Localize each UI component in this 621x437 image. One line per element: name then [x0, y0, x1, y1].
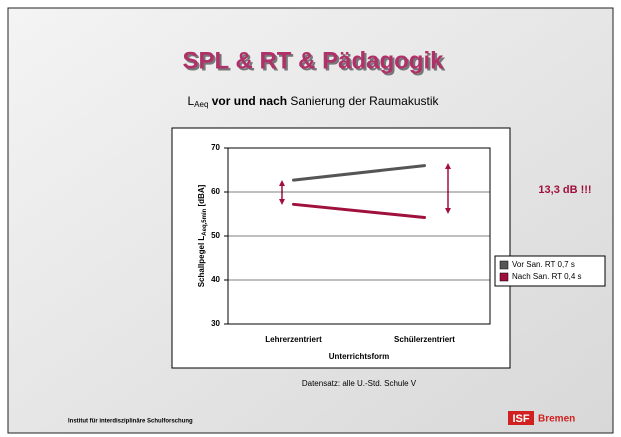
y-tick-label: 60: [211, 187, 220, 196]
x-tick-label: Schülerzentriert: [394, 335, 455, 344]
slide: SPL & RT & Pädagogik SPL & RT & Pädagogi…: [0, 0, 621, 437]
y-axis-label: Schallpegel LAeq,5min [dBA]: [197, 184, 207, 287]
subtitle-bold: vor und nach: [208, 94, 287, 108]
legend-swatch: [500, 273, 508, 281]
y-tick-label: 50: [211, 231, 220, 240]
y-tick-label: 70: [211, 143, 220, 152]
y-tick-label: 30: [211, 319, 220, 328]
y-label-part: Schallpegel L: [197, 236, 206, 288]
subtitle: LAeq vor und nach Sanierung der Raumakus…: [187, 94, 439, 109]
legend-label: Nach San. RT 0,4 s: [512, 272, 582, 281]
y-label-part: [dBA]: [197, 184, 206, 208]
footer-institute: Institut für interdisziplinäre Schulfors…: [68, 419, 193, 425]
x-tick-label: Lehrerzentriert: [265, 335, 322, 344]
logo-text: ISF: [512, 413, 529, 425]
annotation: 13,3 dB !!!: [538, 184, 591, 196]
chart-title: SPL & RT & Pädagogik: [183, 47, 445, 74]
legend-swatch: [500, 261, 508, 269]
subtitle-sub: Aeq: [194, 100, 208, 109]
y-label-sub: Aeq,5min: [202, 208, 208, 235]
y-tick-label: 40: [211, 275, 220, 284]
x-axis-label: Unterrichtsform: [329, 352, 389, 361]
legend-label: Vor San. RT 0,7 s: [512, 260, 575, 269]
chart-box: [172, 128, 510, 368]
chart: SPL & RT & Pädagogik SPL & RT & Pädagogi…: [0, 0, 621, 437]
source-note: Datensatz: alle U.-Std. Schule V: [302, 379, 417, 388]
subtitle-part: Sanierung der Raumakustik: [287, 94, 439, 108]
logo-city: Bremen: [538, 414, 575, 425]
